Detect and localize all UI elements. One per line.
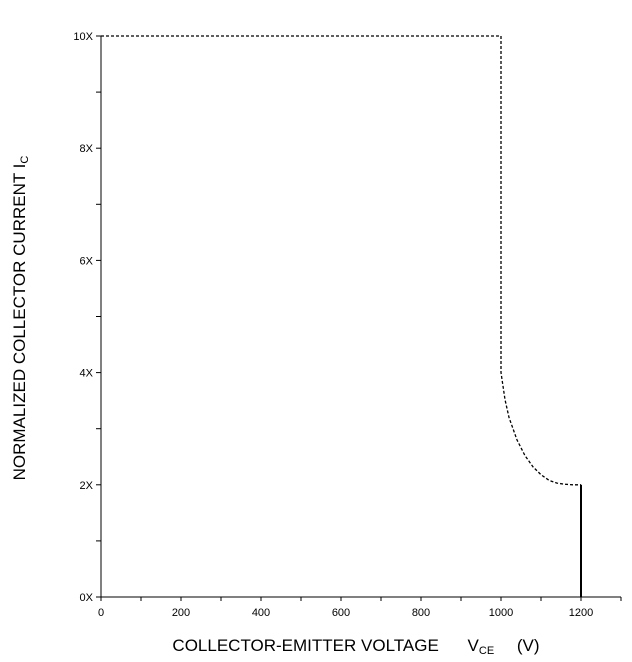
- y-tick-label: 2X: [80, 480, 94, 492]
- y-tick-label: 8X: [80, 143, 94, 155]
- x-tick-label: 1200: [569, 607, 593, 619]
- x-axis-title: COLLECTOR-EMITTER VOLTAGE VCE (V): [172, 636, 539, 658]
- x-tick-label: 0: [98, 607, 104, 619]
- y-tick-label: 4X: [80, 368, 94, 380]
- y-axis-title: NORMALIZED COLLECTOR CURRENT IC: [10, 156, 31, 481]
- y-tick-label: 10X: [73, 31, 93, 43]
- y-tick-label: 6X: [80, 255, 94, 267]
- x-tick-label: 200: [172, 607, 190, 619]
- ticks: 0 200 400 600 800 1000 1200 0X 2X 4X 6X 8X 10X: [73, 31, 622, 619]
- x-tick-label: 400: [252, 607, 270, 619]
- series-layer: [101, 35, 582, 597]
- x-tick-label: 1000: [489, 607, 513, 619]
- soa-series-line-1: [101, 35, 581, 486]
- axes: [100, 36, 621, 598]
- x-tick-label: 600: [332, 607, 350, 619]
- x-tick-label: 800: [412, 607, 430, 619]
- y-tick-label: 0X: [80, 592, 94, 604]
